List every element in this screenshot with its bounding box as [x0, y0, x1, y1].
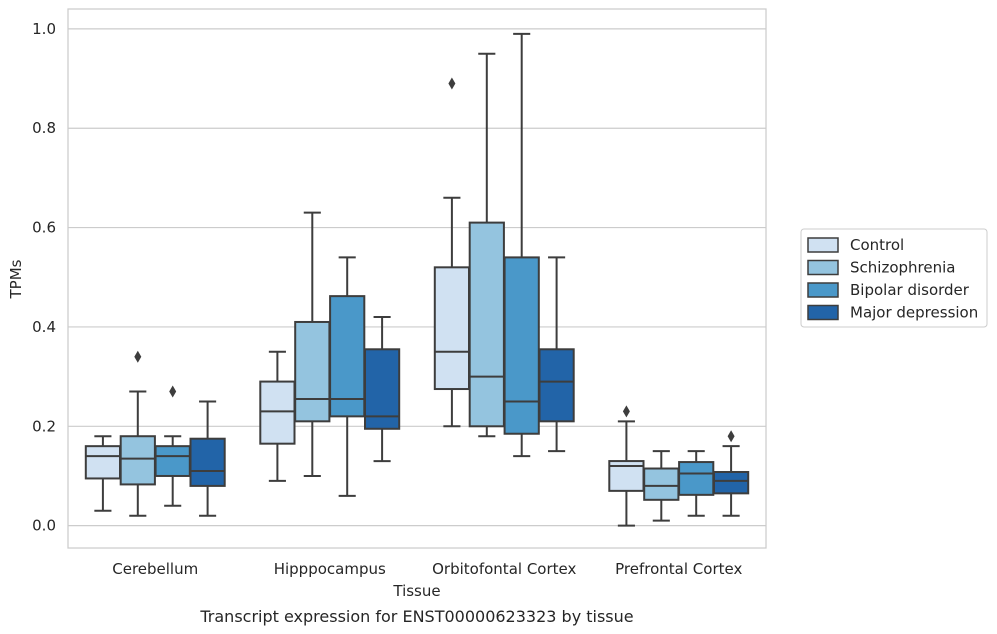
y-axis-title: TPMs: [7, 259, 25, 299]
legend-label: Control: [850, 236, 904, 254]
box-iqr: [538, 348, 575, 423]
outlier-point: [622, 405, 630, 418]
outlier-point: [169, 385, 177, 398]
outlier-point: [134, 350, 142, 363]
box-control: [84, 435, 122, 512]
y-tick-label: 0.4: [32, 318, 56, 336]
legend-swatch: [807, 259, 839, 276]
box-iqr: [119, 435, 156, 486]
plot-frame: [67, 8, 767, 549]
legend-swatch: [807, 237, 839, 253]
box-control: [259, 350, 296, 482]
x-tick-label: Cerebellum: [112, 560, 198, 578]
box-iqr: [154, 445, 191, 477]
boxes-layer: [84, 32, 750, 527]
legend-label: Schizophrenia: [850, 259, 955, 277]
box-iqr: [678, 461, 715, 496]
y-tick-labels: 0.0 0.2 0.4 0.6 0.8 1.0: [32, 20, 56, 535]
box-major-depression: [538, 256, 575, 453]
legend-swatch: [807, 304, 839, 321]
x-tick-label: Prefrontal Cortex: [615, 560, 742, 578]
x-tick-label: Hipppocampus: [274, 560, 386, 578]
x-axis-title: Tissue: [392, 582, 440, 600]
box-iqr: [503, 256, 540, 435]
box-iqr: [643, 467, 680, 501]
legend-swatch: [807, 282, 839, 298]
outlier-point: [448, 77, 456, 90]
legend-item: Schizophrenia: [807, 259, 955, 277]
y-tick-label: 1.0: [32, 20, 56, 38]
box-schizophrenia: [468, 52, 505, 438]
box-iqr: [433, 266, 471, 391]
box-major-depression: [189, 400, 226, 517]
legend-item: Bipolar disorder: [807, 281, 970, 299]
box-bipolar-disorder: [329, 256, 366, 497]
box-major-depression: [363, 316, 401, 463]
box-schizophrenia: [643, 450, 680, 522]
legend-label: Bipolar disorder: [850, 281, 970, 299]
box-iqr: [189, 437, 226, 487]
y-tick-label: 0.0: [32, 517, 56, 535]
legend-items: Control Schizophrenia Bipolar disorder Majo…: [807, 236, 978, 322]
box-iqr: [294, 320, 331, 423]
box-iqr: [468, 221, 505, 428]
box-major-depression: [712, 430, 750, 517]
y-tick-label: 0.8: [32, 119, 56, 137]
legend-label: Major depression: [850, 304, 978, 322]
box-control: [608, 405, 645, 527]
box-bipolar-disorder: [503, 32, 540, 458]
box-schizophrenia: [294, 211, 331, 477]
chart-caption: Transcript expression for ENST0000062332…: [199, 607, 633, 626]
outlier-point: [727, 430, 735, 443]
box-iqr: [329, 295, 366, 418]
x-tick-labels: Cerebellum Hipppocampus Orbitofontal Corte…: [112, 560, 742, 578]
box-bipolar-disorder: [154, 385, 191, 507]
box-iqr: [84, 445, 122, 480]
box-schizophrenia: [119, 350, 156, 517]
legend-item: Control: [807, 236, 904, 254]
legend-frame: [800, 228, 988, 328]
y-tick-label: 0.2: [32, 417, 56, 435]
legend: Control Schizophrenia Bipolar disorder Majo…: [800, 228, 988, 328]
box-iqr: [259, 380, 296, 445]
box-iqr: [712, 470, 750, 495]
y-tick-label: 0.6: [32, 219, 56, 237]
legend-item: Major depression: [807, 304, 978, 322]
grid-lines: [68, 28, 766, 527]
x-tick-label: Orbitofontal Cortex: [432, 560, 576, 578]
box-bipolar-disorder: [678, 450, 715, 517]
box-control: [433, 77, 471, 428]
